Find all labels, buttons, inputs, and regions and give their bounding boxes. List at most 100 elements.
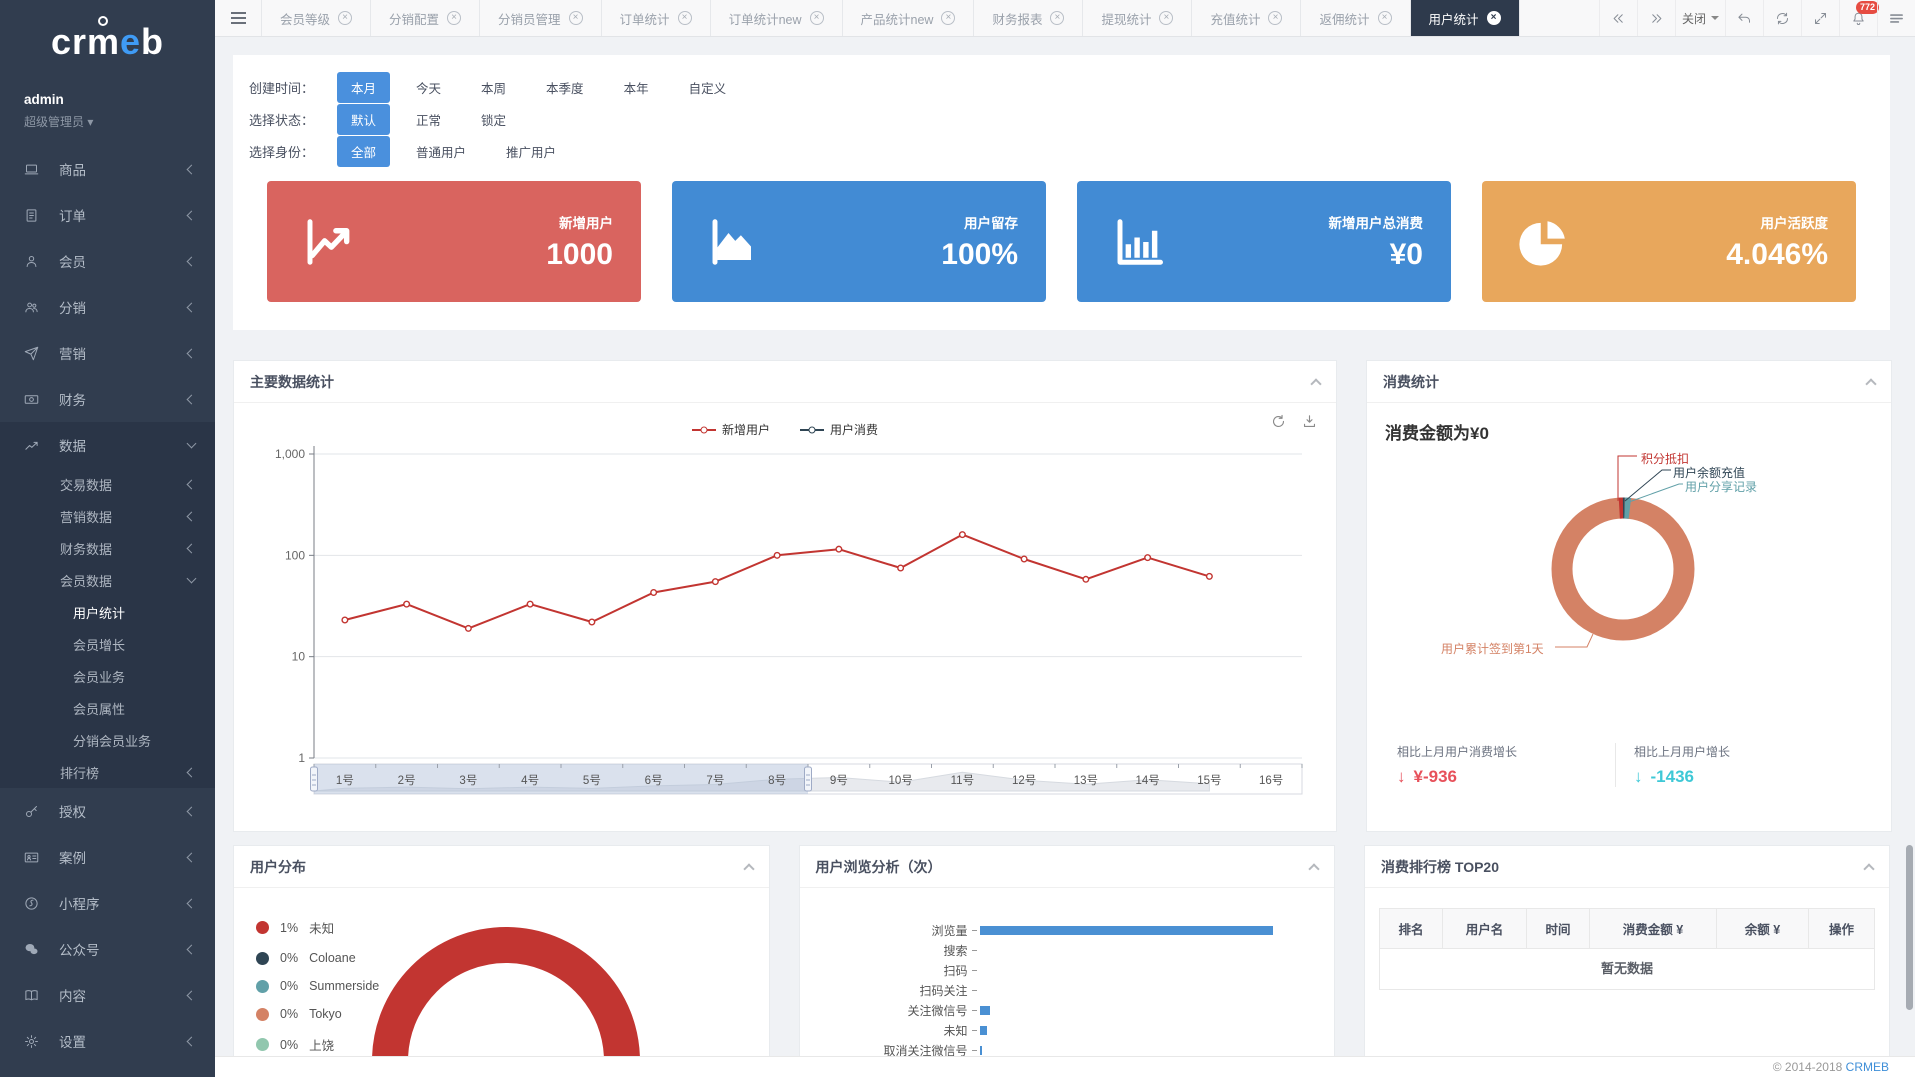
sidebar-item[interactable]: 公众号: [0, 926, 215, 972]
refresh-button[interactable]: [1763, 0, 1801, 36]
sidebar-subitem[interactable]: 交易数据: [0, 468, 215, 500]
sidebar-item[interactable]: 授权: [0, 788, 215, 834]
filter-option[interactable]: 今天: [416, 81, 442, 96]
filter-option[interactable]: 普通用户: [416, 145, 467, 160]
tab[interactable]: 提现统计: [1083, 0, 1193, 36]
filter-option[interactable]: 全部: [337, 135, 391, 167]
sidebar-subitem[interactable]: 会员增长: [0, 628, 215, 660]
tab-close-icon[interactable]: [447, 11, 462, 25]
sidebar-item-label: 营销: [59, 347, 86, 362]
double-right-button[interactable]: [1636, 0, 1675, 36]
tab-label: 提现统计: [1101, 12, 1152, 27]
collapse-icon[interactable]: [1863, 862, 1875, 875]
tab-close-icon[interactable]: [338, 11, 353, 25]
panel-title: 用户分布: [250, 858, 306, 875]
tab[interactable]: 财务报表: [974, 0, 1084, 36]
collapse-icon[interactable]: [1865, 377, 1877, 390]
tab-close-icon[interactable]: [1377, 11, 1392, 25]
filter-option[interactable]: 锁定: [481, 113, 507, 128]
sidebar-item[interactable]: 小程序: [0, 880, 215, 926]
double-right-icon: [1649, 11, 1664, 26]
stat-card-label: 新增用户总消费: [1328, 215, 1424, 231]
undo-button[interactable]: [1725, 0, 1763, 36]
legend-item[interactable]: 0% 上饶: [256, 1035, 769, 1054]
tab[interactable]: 会员等级: [261, 0, 372, 36]
tab-close-icon[interactable]: [1268, 11, 1283, 25]
tab-close-icon[interactable]: [809, 11, 824, 25]
sidebar-item[interactable]: 案例: [0, 834, 215, 880]
bar-label: 扫码关注: [919, 983, 968, 998]
legend-item[interactable]: 1% 未知: [256, 918, 769, 937]
filter-option[interactable]: 推广用户: [506, 145, 557, 160]
tab-close-icon[interactable]: [1486, 11, 1501, 25]
download-icon[interactable]: [1301, 413, 1318, 430]
filter-option[interactable]: 本年: [623, 81, 649, 96]
gear-icon: [24, 1034, 39, 1049]
tab[interactable]: 分销配置: [371, 0, 481, 36]
collapse-icon[interactable]: [742, 862, 755, 875]
legend-item[interactable]: 0% Summerside: [256, 979, 769, 993]
sidebar-item[interactable]: 营销: [0, 330, 215, 376]
filter-option[interactable]: 本季度: [546, 81, 584, 96]
users-icon: [24, 300, 39, 315]
tab-close-icon[interactable]: [568, 11, 583, 25]
reload-icon[interactable]: [1270, 413, 1287, 430]
list-button[interactable]: [1877, 0, 1915, 36]
stat-cards: 新增用户 1000 用户留存 100% 新增用户总消费 ¥0 用户活跃度 4.046%: [267, 181, 1856, 302]
tab-close-icon[interactable]: [941, 11, 956, 25]
sidebar-subitem[interactable]: 会员业务: [0, 660, 215, 692]
legend-dot-icon: [256, 979, 269, 993]
collapse-icon[interactable]: [1310, 377, 1322, 390]
sidebar-subitem[interactable]: 会员数据: [0, 564, 215, 596]
sidebar-item[interactable]: 会员: [0, 238, 215, 284]
tab[interactable]: 订单统计new: [711, 0, 843, 36]
sidebar-item[interactable]: 财务: [0, 376, 215, 422]
expand-button[interactable]: [1801, 0, 1839, 36]
legend-item[interactable]: 新增用户: [691, 421, 770, 438]
sidebar-item[interactable]: 数据: [0, 422, 215, 468]
tab-close-icon[interactable]: [677, 11, 692, 25]
stat-card: 新增用户总消费 ¥0: [1077, 181, 1451, 302]
sidebar-subitem[interactable]: 营销数据: [0, 500, 215, 532]
double-left-button[interactable]: [1598, 0, 1637, 36]
tab[interactable]: 充值统计: [1192, 0, 1302, 36]
sidebar-item[interactable]: 商品: [0, 146, 215, 192]
tab-close-icon[interactable]: [1050, 11, 1065, 25]
filter-option[interactable]: 默认: [337, 103, 391, 135]
tab[interactable]: 用户统计: [1410, 0, 1520, 36]
legend-item[interactable]: 用户消费: [800, 421, 878, 438]
table-column-header: 排名: [1380, 909, 1443, 948]
bar-row: 扫码关注: [800, 980, 1335, 1000]
sidebar-item[interactable]: 内容: [0, 972, 215, 1018]
brand-link[interactable]: CRMEB: [1845, 1060, 1889, 1074]
scrollbar-thumb[interactable]: [1906, 845, 1913, 1010]
filter-option[interactable]: 本周: [481, 81, 507, 96]
legend-item[interactable]: 0% Coloane: [256, 951, 769, 965]
tab[interactable]: 返佣统计: [1301, 0, 1411, 36]
bell-button[interactable]: 772: [1839, 0, 1879, 36]
filter-option[interactable]: 本月: [337, 71, 391, 103]
tab[interactable]: 订单统计: [602, 0, 711, 36]
tab-close-icon[interactable]: [1159, 11, 1174, 25]
sidebar-subitem[interactable]: 排行榜: [0, 756, 215, 788]
legend-item[interactable]: 0% Tokyo: [256, 1007, 769, 1021]
sidebar-subitem[interactable]: 分销会员业务: [0, 724, 215, 756]
sidebar-subitem[interactable]: 会员属性: [0, 692, 215, 724]
collapse-icon[interactable]: [1308, 862, 1320, 875]
filter-option[interactable]: 自定义: [688, 81, 727, 96]
bar-label: 关注微信号: [907, 1003, 968, 1018]
stat-value: ¥-936: [1413, 767, 1457, 786]
user-role-dropdown[interactable]: 超级管理员 ▾: [24, 115, 94, 129]
sidebar-item[interactable]: 分销: [0, 284, 215, 330]
filter-option[interactable]: 正常: [416, 113, 442, 128]
caret-down-button[interactable]: 关闭: [1674, 0, 1725, 36]
bar-row: 取消关注微信号: [800, 1040, 1335, 1056]
sidebar-item[interactable]: 设置: [0, 1018, 215, 1064]
sidebar-subitem[interactable]: 财务数据: [0, 532, 215, 564]
sidebar-item[interactable]: 订单: [0, 192, 215, 238]
sidebar-subitem[interactable]: 用户统计: [0, 596, 215, 628]
hamburger-icon[interactable]: [215, 0, 261, 36]
tab[interactable]: 分销员管理: [480, 0, 602, 36]
tab[interactable]: 产品统计new: [843, 0, 975, 36]
